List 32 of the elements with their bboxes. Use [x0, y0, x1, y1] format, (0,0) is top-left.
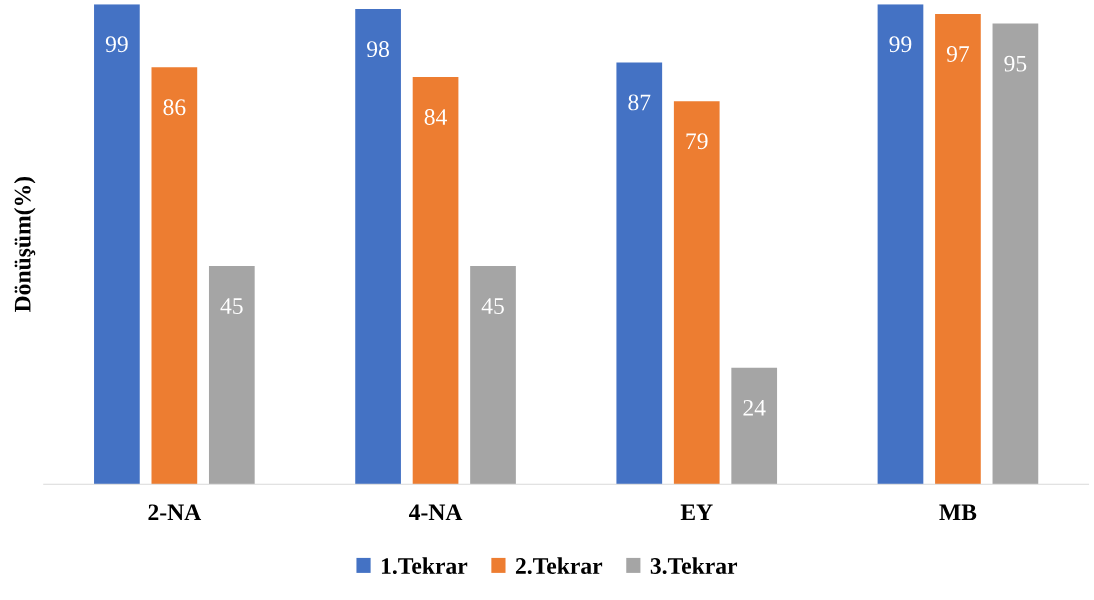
- y-axis-title: Dönüşüm(%): [14, 177, 36, 312]
- bar: [731, 367, 778, 485]
- data-label: 95: [1004, 55, 1027, 72]
- bar: [355, 9, 401, 485]
- x-tick-label: MB: [939, 504, 977, 521]
- bar: [412, 76, 459, 485]
- data-label: 45: [481, 298, 504, 314]
- bar: [992, 23, 1039, 485]
- bar: [94, 4, 140, 485]
- bar: [673, 101, 720, 485]
- x-tick-label: 4-NA: [408, 504, 463, 521]
- data-label: 87: [628, 94, 651, 111]
- x-tick-label: 2-NA: [148, 504, 202, 521]
- data-label: 86: [163, 99, 186, 116]
- bar: [877, 4, 924, 485]
- data-label: 24: [743, 399, 766, 416]
- legend-label: 3.Tekrar: [650, 557, 738, 575]
- legend-label: 1.Tekrar: [381, 557, 468, 575]
- bar: [470, 266, 516, 485]
- bar: [935, 13, 981, 485]
- data-label: 97: [946, 46, 970, 62]
- bar: [616, 62, 663, 485]
- bar: [151, 67, 198, 485]
- data-label: 99: [105, 36, 128, 53]
- bar: [208, 266, 255, 485]
- legend-label: 2.Tekrar: [515, 557, 603, 575]
- data-label: 99: [889, 36, 912, 53]
- data-label: 98: [367, 41, 389, 58]
- data-label: 84: [424, 108, 447, 125]
- data-label: 45: [220, 298, 243, 314]
- x-tick-label: EY: [680, 504, 713, 521]
- data-label: 79: [686, 133, 708, 150]
